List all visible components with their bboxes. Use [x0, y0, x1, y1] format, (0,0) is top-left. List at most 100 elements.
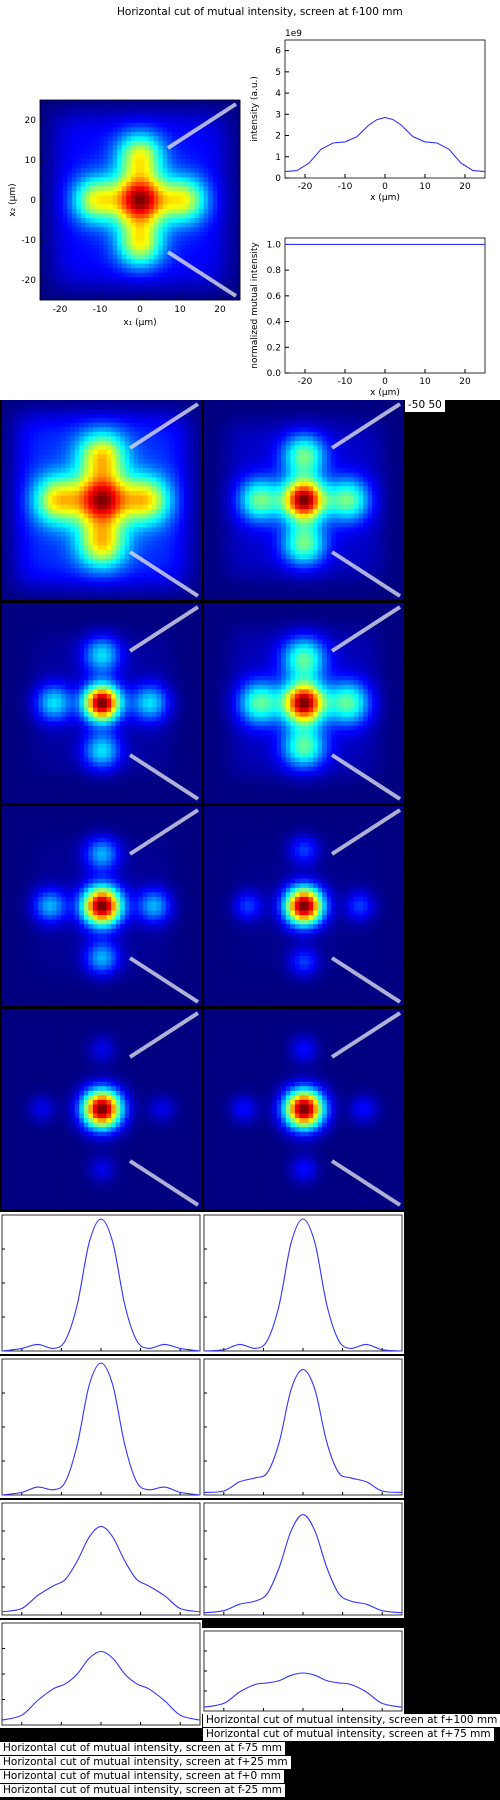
- heatmap-cell: [363, 418, 368, 424]
- heatmap-cell: [254, 463, 259, 469]
- heatmap-cell: [140, 163, 145, 169]
- heatmap-cell: [58, 154, 64, 160]
- heatmap-cell: [70, 500, 76, 505]
- heatmap-cell: [112, 186, 118, 192]
- heatmap-cell: [317, 400, 323, 405]
- heatmap-cell: [204, 504, 209, 510]
- heatmap-cell: [171, 159, 177, 164]
- heatmap-cell: [115, 431, 121, 437]
- heatmap-cell: [394, 490, 400, 496]
- heatmap-cell: [129, 409, 135, 414]
- heatmap-cell: [44, 127, 50, 133]
- heatmap-cell: [94, 231, 100, 237]
- heatmap-cell: [126, 240, 132, 246]
- heatmap-cell: [56, 436, 62, 442]
- heatmap-cell: [38, 568, 44, 574]
- heatmap-cell: [126, 159, 132, 164]
- heatmap-cell: [235, 259, 241, 264]
- heatmap-cell: [149, 127, 154, 133]
- heatmap-cell: [244, 445, 250, 451]
- heatmap-cell: [62, 263, 68, 269]
- heatmap-cell: [317, 404, 323, 410]
- heatmap-cell: [308, 477, 314, 483]
- heatmap-cell: [138, 577, 144, 583]
- heatmap-cell: [213, 404, 218, 410]
- heatmap-cell: [47, 404, 53, 410]
- heatmap-cell: [376, 495, 382, 501]
- heatmap-cell: [62, 268, 68, 274]
- heatmap-cell: [185, 204, 191, 210]
- heatmap-cell: [171, 154, 177, 160]
- heatmap-cell: [326, 495, 332, 501]
- heatmap-cell: [354, 500, 359, 505]
- heatmap-cell: [6, 595, 12, 600]
- heatmap-cell: [120, 472, 126, 478]
- heatmap-cell: [62, 186, 68, 192]
- heatmap-cell: [158, 186, 164, 192]
- heatmap-cell: [331, 481, 337, 487]
- heatmap-cell: [226, 181, 232, 187]
- heatmap-cell: [6, 472, 12, 478]
- heatmap-cell: [381, 450, 387, 455]
- heatmap-cell: [183, 481, 189, 487]
- heatmap-cell: [183, 440, 189, 446]
- heatmap-cell: [188, 463, 194, 469]
- heatmap-cell: [102, 509, 107, 514]
- heatmap-cell: [217, 181, 223, 187]
- heatmap-cell: [88, 550, 94, 555]
- heatmap-cell: [111, 404, 116, 410]
- heatmap-cell: [42, 554, 48, 560]
- heatmap-cell: [217, 222, 223, 228]
- heatmap-cell: [120, 577, 126, 583]
- heatmap-cell: [52, 468, 57, 474]
- heatmap-cell: [85, 236, 91, 242]
- heatmap-cell: [317, 477, 323, 483]
- heatmap-cell: [111, 554, 116, 560]
- heatmap-cell: [244, 463, 250, 469]
- heatmap-cell: [304, 481, 309, 487]
- heatmap-cell: [222, 477, 228, 483]
- heatmap-cell: [20, 527, 26, 533]
- heatmap-cell: [394, 445, 400, 451]
- heatmap-cell: [399, 422, 404, 428]
- heatmap-cell: [144, 104, 150, 110]
- heatmap-cell: [24, 400, 30, 405]
- heatmap-cell: [358, 413, 364, 419]
- heatmap-cell: [38, 509, 44, 514]
- heatmap-cell: [204, 440, 209, 446]
- heatmap-cell: [180, 218, 186, 224]
- heatmap-cell: [38, 531, 44, 537]
- heatmap-cell: [117, 200, 123, 205]
- heatmap-cell: [226, 413, 232, 419]
- heatmap-cell: [358, 472, 364, 478]
- heatmap-cell: [162, 168, 168, 174]
- heatmap-cell: [372, 409, 378, 414]
- heatmap-cell: [235, 131, 241, 137]
- heatmap-cell: [38, 468, 44, 474]
- heatmap-cell: [133, 495, 139, 501]
- heatmap-cell: [11, 468, 16, 474]
- heatmap-cell: [167, 195, 173, 201]
- heatmap-cell: [170, 450, 176, 455]
- heatmap-cell: [167, 140, 173, 146]
- heatmap-cell: [188, 454, 194, 460]
- heatmap-cell: [102, 559, 107, 564]
- heatmap-cell: [53, 218, 59, 224]
- heatmap-cell: [381, 477, 387, 483]
- heatmap-cell: [290, 404, 296, 410]
- heatmap-cell: [162, 272, 168, 278]
- heatmap-cell: [76, 277, 82, 283]
- y-tick-label: 0.6: [267, 292, 282, 302]
- heatmap-cell: [111, 577, 116, 583]
- heatmap-cell: [194, 272, 200, 278]
- y-tick-label: -20: [21, 276, 36, 286]
- heatmap-cell: [165, 540, 171, 546]
- heatmap-cell: [167, 290, 173, 296]
- heatmap-cell: [108, 259, 114, 264]
- heatmap-cell: [174, 568, 180, 574]
- heatmap-cell: [147, 536, 153, 542]
- heatmap-cell: [24, 495, 30, 501]
- heatmap-cell: [83, 454, 89, 460]
- heatmap-cell: [112, 131, 118, 137]
- heatmap-cell: [40, 231, 45, 237]
